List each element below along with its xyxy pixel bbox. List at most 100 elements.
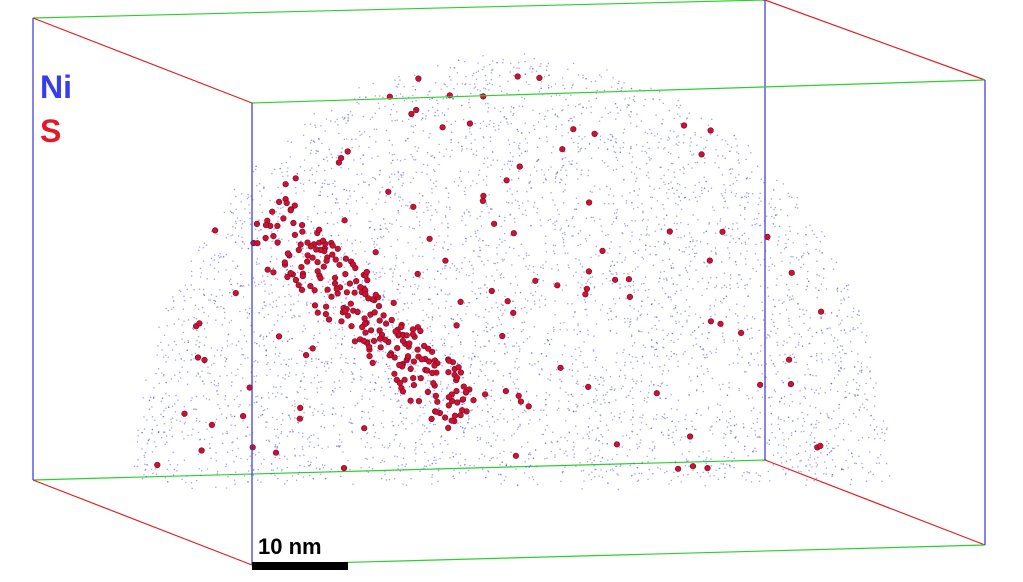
- ni-atom: [677, 475, 679, 478]
- ni-atom: [334, 322, 336, 324]
- ni-atom: [753, 358, 756, 361]
- ni-atom: [618, 417, 621, 419]
- ni-atom: [500, 121, 502, 124]
- ni-atom: [544, 235, 547, 238]
- ni-atom: [256, 361, 259, 363]
- ni-atom: [713, 474, 715, 477]
- ni-atom: [494, 262, 497, 265]
- ni-atom: [573, 453, 576, 455]
- ni-atom: [355, 200, 358, 202]
- ni-atom: [628, 114, 630, 116]
- ni-atom: [299, 165, 302, 168]
- ni-atom: [676, 189, 678, 191]
- ni-atom: [325, 361, 327, 363]
- ni-atom: [669, 129, 672, 132]
- ni-atom: [505, 464, 508, 467]
- ni-atom: [447, 196, 450, 199]
- ni-atom: [471, 281, 473, 283]
- ni-atom: [488, 426, 491, 428]
- ni-atom: [617, 474, 619, 476]
- ni-atom: [522, 258, 525, 260]
- ni-atom: [652, 97, 654, 100]
- ni-atom: [456, 314, 459, 316]
- ni-atom: [456, 268, 458, 270]
- ni-atom: [612, 202, 615, 205]
- ni-atom: [315, 152, 317, 155]
- ni-atom: [810, 388, 813, 391]
- ni-atom: [273, 324, 276, 326]
- ni-atom: [702, 354, 705, 356]
- ni-atom: [395, 254, 397, 257]
- ni-atom: [496, 252, 498, 255]
- ni-atom: [325, 118, 328, 120]
- ni-atom: [291, 337, 293, 340]
- ni-atom: [311, 167, 313, 169]
- ni-atom: [550, 338, 553, 340]
- ni-atom: [569, 117, 571, 120]
- ni-atom: [624, 361, 626, 364]
- ni-atom: [415, 99, 417, 102]
- ni-atom: [723, 455, 725, 458]
- ni-atom: [725, 463, 728, 466]
- ni-atom: [298, 349, 301, 352]
- ni-atom: [855, 381, 858, 384]
- ni-atom: [401, 184, 403, 187]
- ni-atom: [505, 476, 507, 478]
- ni-atom: [585, 217, 588, 220]
- ni-atom: [381, 477, 383, 480]
- ni-atom: [652, 264, 655, 267]
- ni-atom: [470, 92, 472, 95]
- ni-atom: [847, 449, 850, 451]
- ni-atom: [446, 386, 448, 389]
- ni-atom: [732, 223, 734, 225]
- ni-atom: [451, 346, 453, 348]
- ni-atom: [146, 442, 149, 445]
- ni-atom: [490, 389, 493, 392]
- ni-atom: [437, 115, 440, 117]
- ni-atom: [485, 330, 488, 333]
- ni-atom: [606, 312, 609, 315]
- ni-atom: [343, 335, 346, 337]
- ni-atom: [284, 273, 287, 275]
- ni-atom: [214, 300, 217, 303]
- ni-atom: [277, 314, 279, 316]
- ni-atom: [536, 160, 538, 162]
- ni-atom: [373, 435, 376, 438]
- ni-atom: [504, 233, 506, 235]
- ni-atom: [706, 368, 709, 370]
- ni-atom: [623, 82, 625, 84]
- ni-atom: [669, 296, 672, 299]
- ni-atom: [561, 232, 564, 234]
- ni-atom: [617, 82, 620, 85]
- ni-atom: [752, 422, 755, 425]
- ni-atom: [152, 472, 154, 475]
- ni-atom: [651, 448, 654, 451]
- ni-atom: [524, 209, 527, 212]
- ni-atom: [232, 225, 234, 228]
- ni-atom: [196, 329, 198, 332]
- ni-atom: [293, 303, 295, 305]
- ni-atom: [512, 316, 514, 319]
- ni-atom: [674, 461, 676, 464]
- ni-atom: [687, 163, 690, 166]
- ni-atom: [403, 99, 406, 102]
- ni-atom: [527, 200, 529, 202]
- ni-atom: [449, 206, 451, 209]
- ni-atom: [777, 240, 780, 242]
- ni-atom: [460, 319, 463, 322]
- ni-atom: [803, 420, 806, 423]
- ni-atom: [224, 356, 226, 359]
- ni-atom: [429, 342, 431, 345]
- ni-atom: [361, 196, 364, 199]
- ni-atom: [494, 362, 496, 364]
- ni-atom: [455, 269, 458, 272]
- ni-atom: [414, 159, 417, 161]
- ni-atom: [271, 416, 274, 419]
- ni-atom: [313, 377, 316, 379]
- ni-atom: [456, 83, 458, 85]
- ni-atom: [524, 460, 526, 463]
- ni-atom: [632, 250, 635, 253]
- ni-atom: [507, 123, 509, 125]
- ni-atom: [653, 135, 656, 137]
- ni-atom: [608, 203, 610, 205]
